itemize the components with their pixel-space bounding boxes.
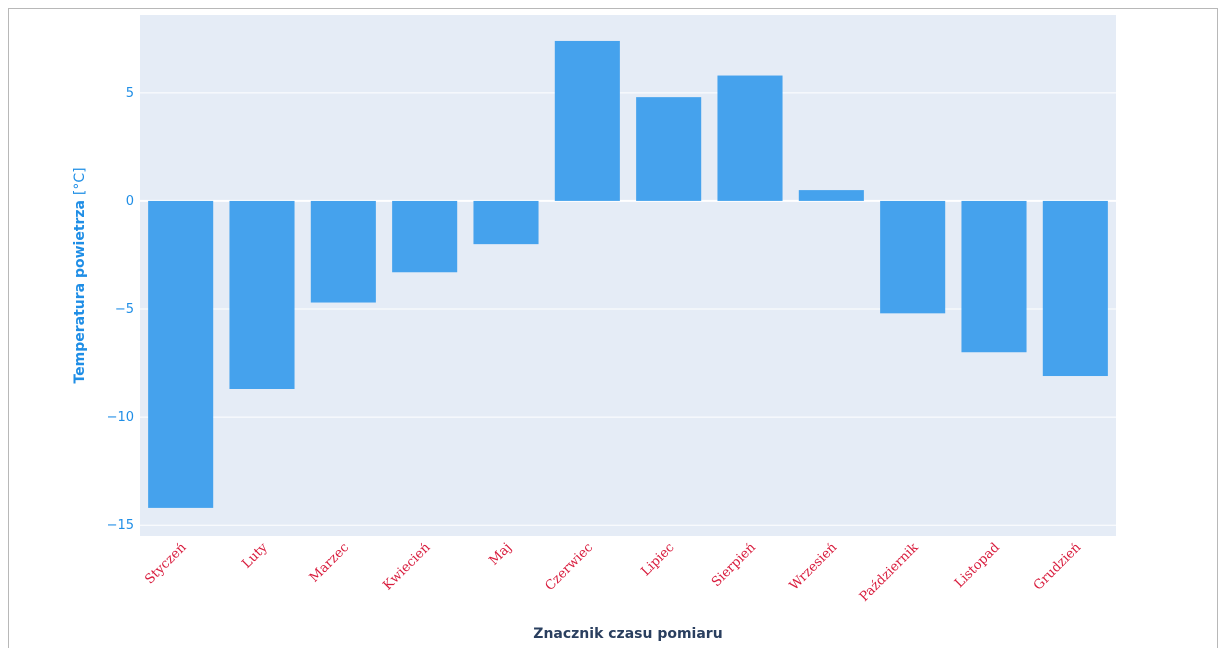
y-tick-labels: 5 0 −5 −10 −15 — [107, 86, 134, 533]
bar-marzec[interactable] — [310, 200, 376, 303]
gridlines — [140, 92, 1116, 526]
bar-lipiec[interactable] — [636, 97, 702, 201]
x-tick-label: Kwiecień — [380, 540, 434, 594]
y-axis-label-unit: [°C] — [72, 167, 88, 195]
x-tick-label: Listopad — [952, 540, 1003, 591]
x-tick-label: Październik — [857, 540, 922, 605]
x-tick-label: Czerwiec — [542, 540, 596, 594]
y-axis-label-text: Temperatura powietrza — [72, 200, 88, 384]
x-tick-label: Grudzień — [1031, 540, 1085, 594]
x-axis-label: Znacznik czasu pomiaru — [533, 626, 722, 642]
y-tick-label: 0 — [126, 194, 134, 209]
bar-luty[interactable] — [229, 200, 295, 389]
bar-sierpień[interactable] — [717, 75, 783, 201]
bar-kwiecień[interactable] — [392, 200, 458, 273]
x-tick-label: Maj — [486, 540, 514, 568]
bar-listopad[interactable] — [961, 200, 1027, 353]
bar-maj[interactable] — [473, 200, 539, 245]
x-tick-label: Luty — [239, 540, 271, 572]
x-tick-label: Marzec — [307, 540, 352, 585]
y-tick-label: 5 — [126, 86, 134, 101]
bar-czerwiec[interactable] — [554, 40, 620, 201]
y-tick-label: −5 — [115, 302, 134, 317]
bar-wrzesień[interactable] — [798, 190, 864, 201]
bar-styczeń[interactable] — [148, 200, 214, 508]
x-tick-label: Wrzesień — [787, 540, 841, 594]
x-tick-label: Sierpień — [709, 540, 759, 590]
y-tick-label: −10 — [107, 410, 134, 425]
y-tick-label: −15 — [107, 518, 134, 533]
bar-grudzień[interactable] — [1042, 200, 1108, 377]
y-axis-label: Temperatura powietrza [°C] — [72, 167, 88, 383]
x-tick-labels: Styczeń Luty Marzec Kwiecień Maj Czerwiec Lipi… — [142, 540, 1084, 605]
bar-październik[interactable] — [880, 200, 946, 314]
plot-background — [140, 15, 1116, 536]
bars — [148, 40, 1108, 508]
x-tick-label: Styczeń — [142, 540, 190, 588]
x-tick-label: Lipiec — [638, 540, 677, 579]
